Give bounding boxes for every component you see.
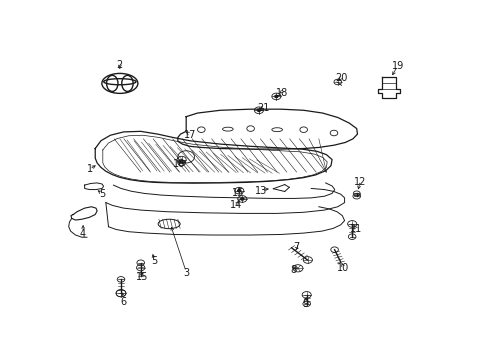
Text: 16: 16 xyxy=(172,159,184,169)
Text: 20: 20 xyxy=(335,73,347,83)
Text: 10: 10 xyxy=(337,263,349,273)
Circle shape xyxy=(240,198,244,200)
Text: 11: 11 xyxy=(349,225,361,234)
Text: 9: 9 xyxy=(302,299,308,309)
Text: 2: 2 xyxy=(117,60,123,70)
Text: 5: 5 xyxy=(150,256,157,266)
Text: 7: 7 xyxy=(292,242,299,252)
Circle shape xyxy=(274,95,277,98)
Text: 15: 15 xyxy=(136,273,148,283)
Text: 5: 5 xyxy=(99,189,105,199)
Text: 14: 14 xyxy=(230,201,242,210)
Text: 12: 12 xyxy=(354,177,366,187)
Text: 18: 18 xyxy=(275,88,287,98)
Text: 17: 17 xyxy=(183,130,196,140)
Text: 15: 15 xyxy=(232,188,244,198)
Circle shape xyxy=(257,109,260,111)
Text: 1: 1 xyxy=(86,164,92,174)
Text: 3: 3 xyxy=(183,268,189,278)
Circle shape xyxy=(237,190,240,192)
Text: 4: 4 xyxy=(80,229,86,239)
Text: 8: 8 xyxy=(289,265,296,275)
Text: 19: 19 xyxy=(391,61,403,71)
Text: 6: 6 xyxy=(121,297,126,307)
Text: 21: 21 xyxy=(257,103,269,113)
Text: 13: 13 xyxy=(255,186,267,196)
